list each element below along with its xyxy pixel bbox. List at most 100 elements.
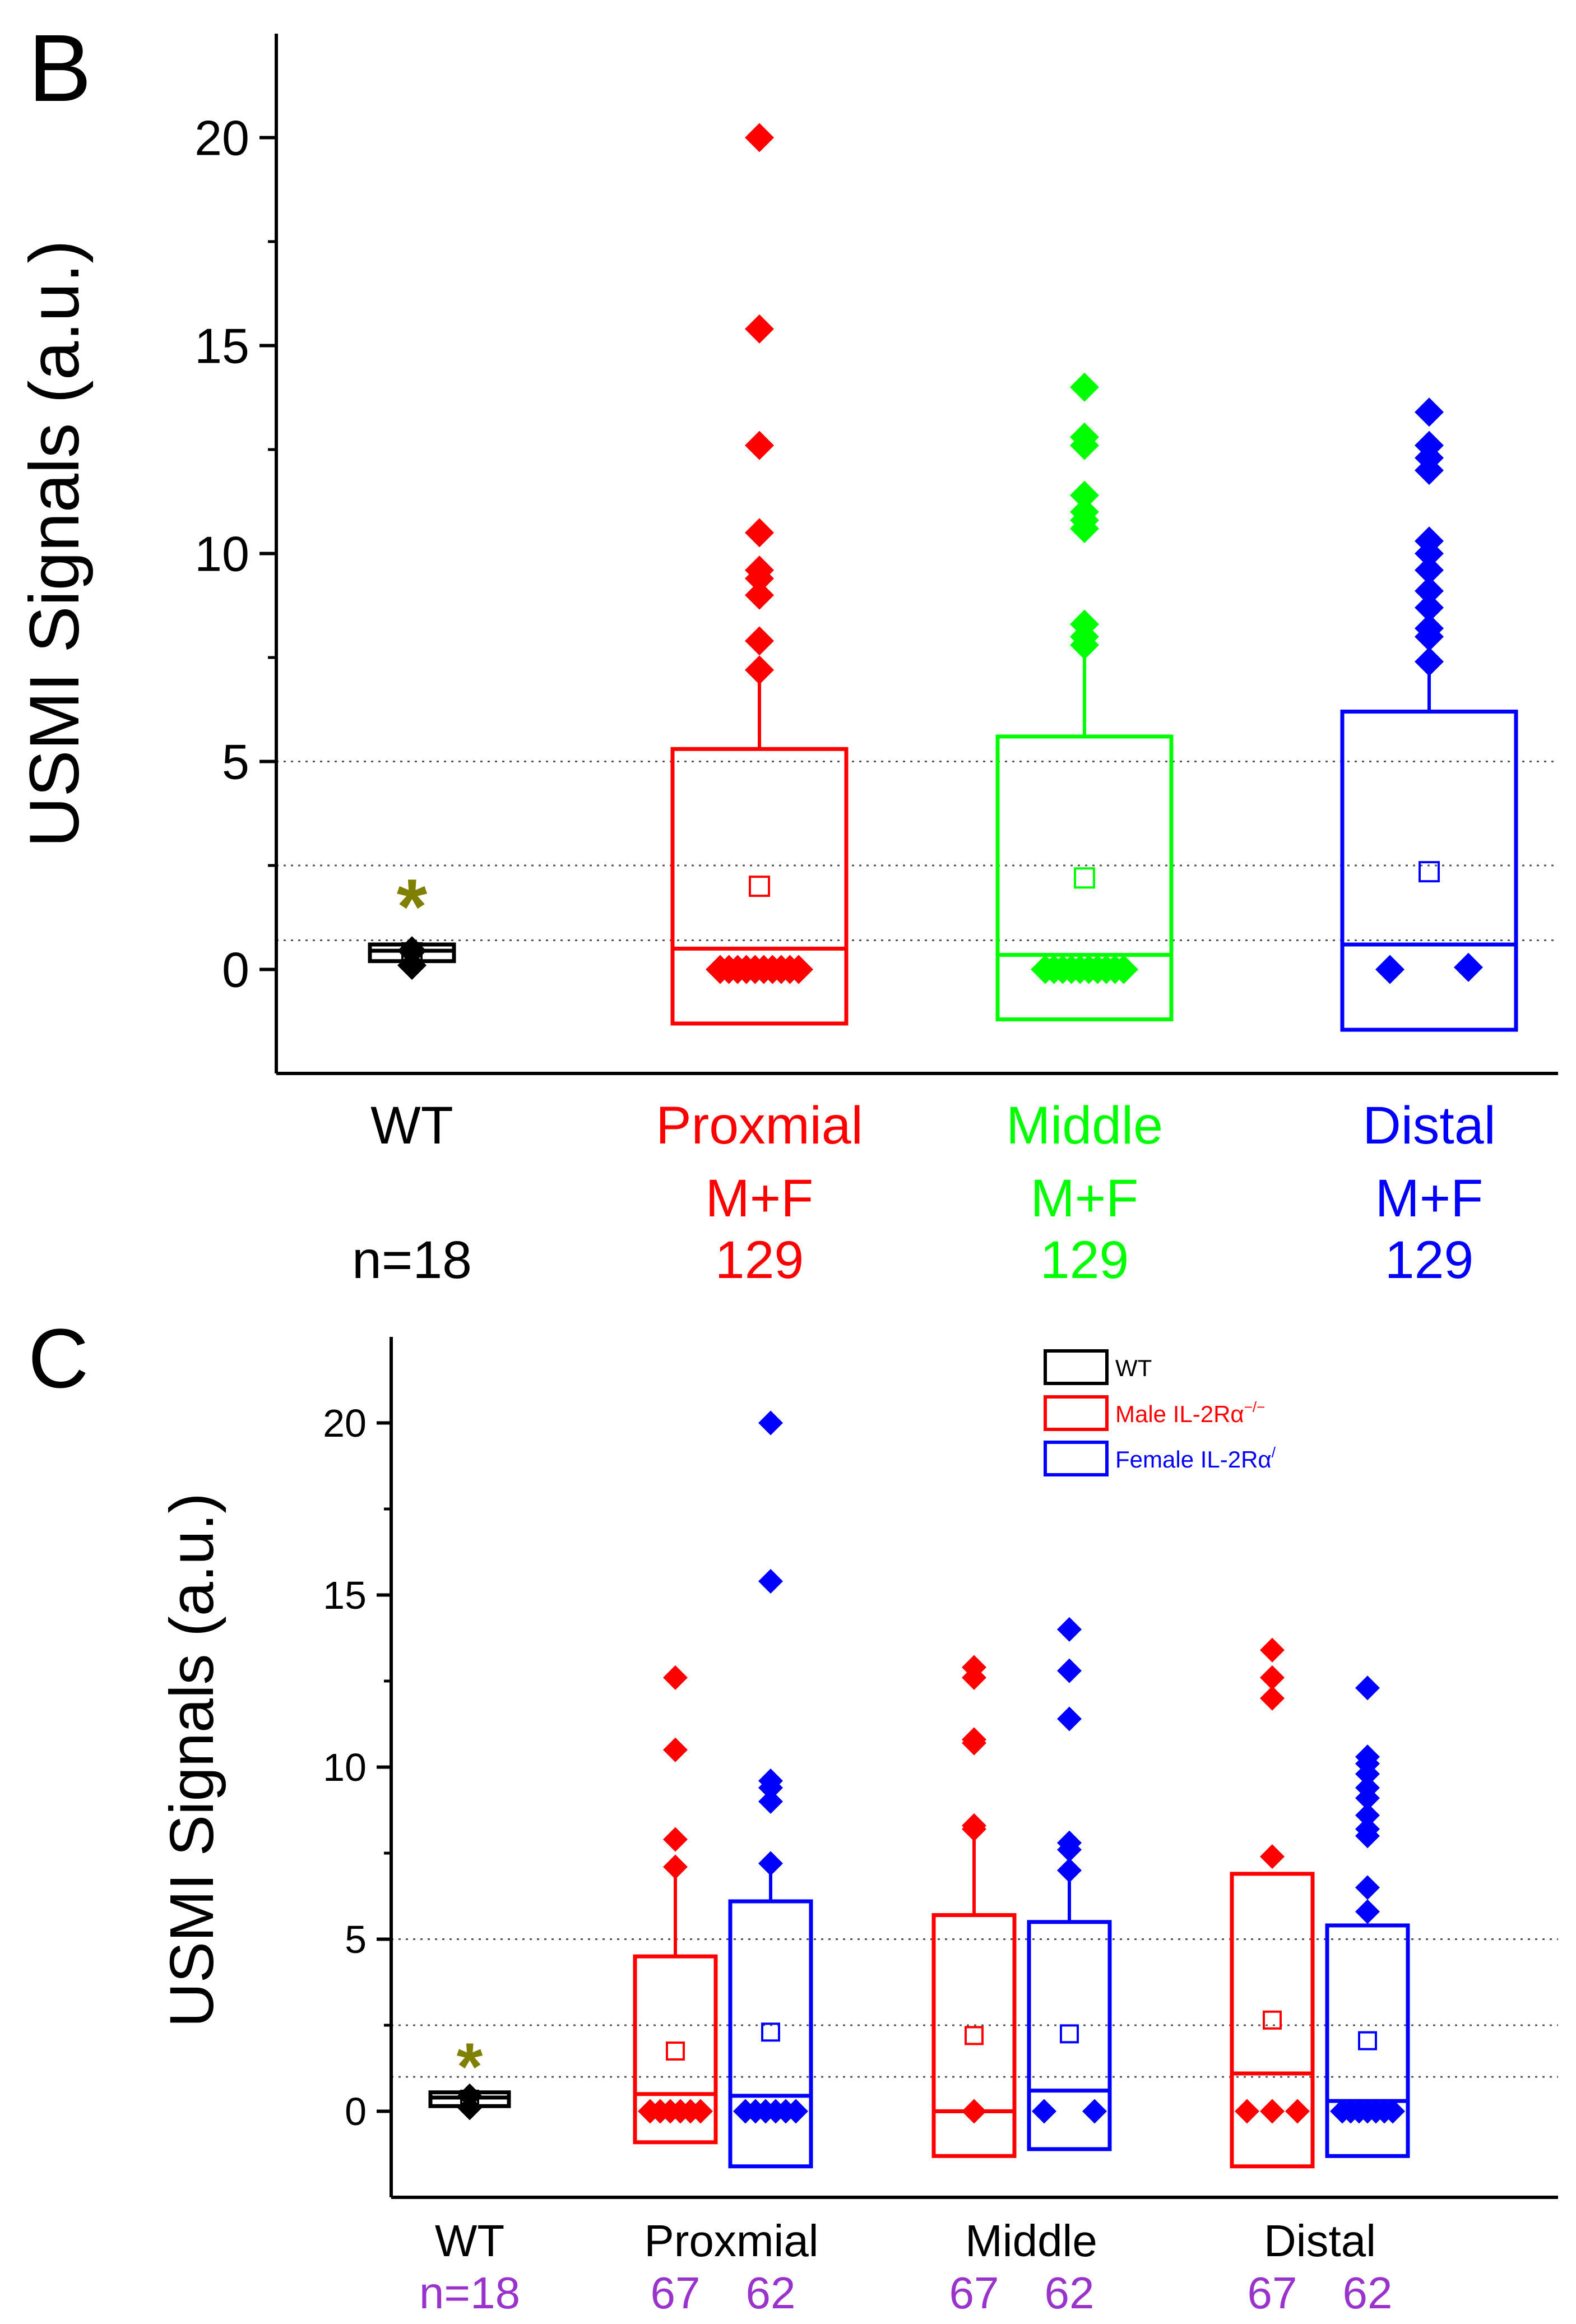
points-distal	[1375, 397, 1483, 984]
data-point	[962, 1665, 986, 1690]
c-label-proxmial: Proxmial	[644, 2216, 818, 2266]
data-point	[1057, 1837, 1082, 1862]
panel-c-y-ticks: 0 5 10 15 20	[323, 1401, 391, 2133]
box-proxmial	[670, 670, 849, 1026]
mean-marker	[761, 2022, 780, 2042]
c-n-middle-male: 67	[949, 2268, 999, 2318]
b-sub-proxmial: M+F	[706, 1169, 814, 1228]
data-point	[758, 1851, 783, 1876]
data-point	[745, 626, 774, 656]
points-middle	[1031, 372, 1138, 984]
c-n-distal-female: 62	[1343, 2268, 1393, 2318]
y-tick-label: 5	[222, 734, 249, 789]
box-distal	[1340, 661, 1518, 1032]
box-proxmial-female	[728, 1863, 813, 2169]
b-sub-middle: M+F	[1031, 1169, 1139, 1228]
b-label-distal: Distal	[1362, 1096, 1496, 1155]
data-point	[784, 955, 813, 984]
panel-c-legend: WT Male IL-2Rα−/− Female IL-2Rα/	[1044, 1349, 1276, 1476]
data-point	[1235, 2099, 1259, 2124]
panel-c: C USMI Signals (a.u.) 0 5 10 15 20 * WT Male…	[28, 1311, 1558, 2318]
box-middle	[995, 653, 1174, 1022]
b-n-middle: 129	[1040, 1230, 1129, 1290]
legend-label-male: Male IL-2Rα−/−	[1115, 1399, 1265, 1427]
y-tick-label: 10	[323, 1746, 367, 1789]
data-point	[745, 655, 774, 685]
data-point	[784, 2099, 808, 2124]
data-point	[1415, 456, 1444, 485]
box-iqr	[995, 734, 1174, 1022]
legend-swatch-female	[1044, 1441, 1109, 1476]
y-tick-label: 20	[194, 110, 249, 165]
panel-c-ylabel: USMI Signals (a.u.)	[157, 1493, 226, 2027]
data-point	[1070, 372, 1099, 402]
mean-marker	[1358, 2031, 1377, 2050]
legend-label-male-text: Male IL-2Rα	[1115, 1401, 1244, 1427]
data-point	[1057, 1658, 1082, 1683]
box-iqr	[633, 1954, 718, 2145]
data-point	[1260, 2099, 1285, 2124]
b-n-proxmial: 129	[715, 1230, 804, 1290]
box-iqr	[1340, 709, 1518, 1032]
box-iqr	[670, 747, 849, 1026]
data-point	[745, 430, 774, 460]
data-point	[1355, 1675, 1380, 1701]
data-point	[1415, 622, 1444, 651]
legend-label-female-sup: /	[1272, 1444, 1276, 1461]
mean-marker	[1419, 861, 1440, 883]
mean-marker	[965, 2026, 984, 2045]
points-middle-male	[962, 1655, 986, 2124]
panel-c-reference-lines	[391, 1938, 1558, 2078]
data-point	[1355, 1761, 1380, 1786]
data-point	[1415, 576, 1444, 606]
data-point	[663, 1737, 688, 1762]
data-point	[745, 314, 774, 344]
data-point	[1355, 1899, 1380, 1924]
panel-c-boxes: *	[428, 1829, 1410, 2169]
data-point	[745, 564, 774, 594]
y-tick-label: 15	[194, 318, 249, 373]
data-point	[1355, 1785, 1380, 1811]
box-iqr	[1325, 1923, 1410, 2158]
data-point	[1057, 1858, 1082, 1883]
box-distal-male	[1230, 1872, 1315, 2169]
legend-label-female-text: Female IL-2Rα	[1115, 1446, 1272, 1473]
mean-marker	[1074, 867, 1095, 889]
data-point	[1260, 1637, 1285, 1663]
data-point	[1355, 1875, 1380, 1900]
c-n-proxmial-female: 62	[746, 2268, 796, 2318]
data-point	[1415, 555, 1444, 585]
data-point	[758, 1775, 783, 1800]
c-label-wt: WT	[435, 2216, 504, 2266]
data-point	[1415, 647, 1444, 677]
data-point	[688, 2099, 713, 2124]
data-point	[1109, 955, 1138, 984]
box-iqr	[1230, 1872, 1315, 2169]
y-tick-label: 15	[323, 1573, 367, 1617]
panel-b-y-ticks: 0 5 10 15 20	[194, 110, 276, 997]
data-point	[457, 2095, 482, 2121]
data-point	[745, 123, 774, 152]
data-point	[962, 2099, 986, 2124]
c-n-middle-female: 62	[1045, 2268, 1095, 2318]
data-point	[1070, 430, 1099, 460]
data-point	[758, 1789, 783, 1814]
y-tick-label: 0	[222, 942, 249, 997]
box-middle-male	[931, 1829, 1017, 2158]
data-point	[1070, 513, 1099, 543]
panel-b-boxes: *	[368, 653, 1518, 1032]
c-label-distal: Distal	[1264, 2216, 1376, 2266]
data-point	[1070, 480, 1099, 510]
data-point	[745, 518, 774, 548]
panel-c-points	[457, 1410, 1405, 2124]
panel-b-reference-lines	[276, 761, 1558, 942]
points-proxmial-female	[733, 1410, 808, 2124]
c-n-distal-male: 67	[1248, 2268, 1297, 2318]
data-point	[1032, 2099, 1056, 2124]
c-n-proxmial-male: 67	[651, 2268, 701, 2318]
b-n-wt: n=18	[352, 1230, 472, 1290]
data-point	[663, 1827, 688, 1852]
data-point	[1415, 397, 1444, 427]
b-n-distal: 129	[1385, 1230, 1474, 1290]
panel-c-group-labels: WT n=18 Proxmial 67 62 Middle 67 62 Dist…	[419, 2216, 1393, 2318]
